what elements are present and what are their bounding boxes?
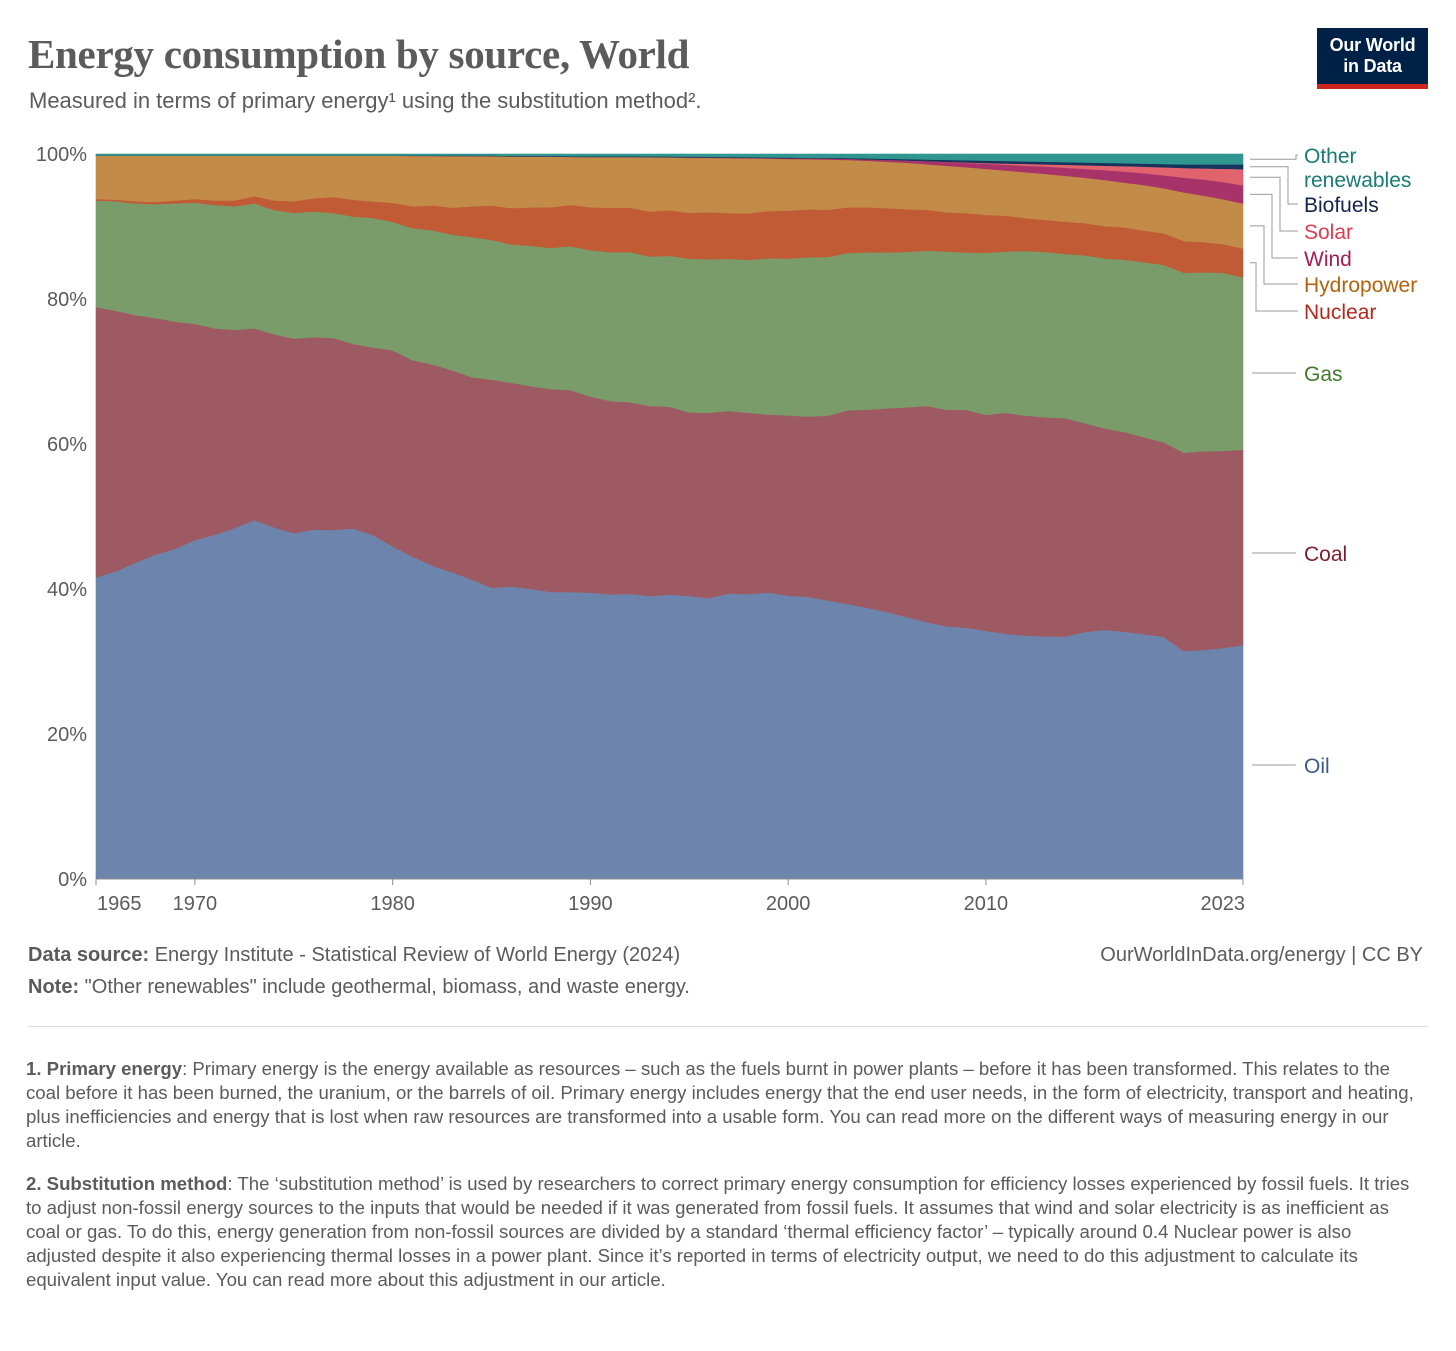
y-tick-label-80: 80%	[47, 289, 87, 311]
series-label-biofuels: Biofuels	[1304, 194, 1379, 217]
y-tick-label-40: 40%	[47, 579, 87, 601]
x-tick-label-2000: 2000	[766, 893, 811, 915]
logo-line-1: Our World	[1329, 35, 1416, 55]
x-tick-label-1970: 1970	[173, 893, 218, 915]
y-tick-label-60: 60%	[47, 434, 87, 456]
footnote-primary-energy: 1. Primary energy: Primary energy is the…	[26, 1057, 1421, 1153]
logo-line-2: in Data	[1343, 56, 1402, 76]
series-label-wind: Wind	[1304, 248, 1352, 271]
footnote-2-label: 2. Substitution method	[26, 1173, 228, 1194]
leader-line-nuclear	[1250, 262, 1298, 312]
series-label-other-renewables: Other renewables	[1304, 145, 1411, 192]
series-label-gas: Gas	[1304, 363, 1343, 386]
y-tick-label-20: 20%	[47, 724, 87, 746]
note-label: Note:	[28, 976, 80, 998]
leader-line-biofuels	[1250, 166, 1298, 205]
series-label-coal: Coal	[1304, 543, 1347, 566]
credit-link[interactable]: OurWorldInData.org/energy | CC BY	[1100, 944, 1423, 966]
x-tick-label-1965: 1965	[97, 893, 142, 915]
area-series	[95, 153, 1244, 880]
footnote-2-text: : The ‘substitution method’ is used by r…	[26, 1173, 1410, 1290]
chart-note: Note: "Other renewables" include geother…	[28, 976, 690, 999]
data-source-label: Data source:	[28, 944, 150, 966]
series-label-oil: Oil	[1304, 755, 1330, 778]
x-tick-label-1990: 1990	[568, 893, 613, 915]
leader-line-wind	[1250, 193, 1298, 259]
x-tick-label-1980: 1980	[370, 893, 415, 915]
footnote-substitution-method: 2. Substitution method: The ‘substitutio…	[26, 1172, 1421, 1292]
footnote-1-text: : Primary energy is the energy available…	[26, 1058, 1414, 1151]
x-tick-label-2023: 2023	[1201, 893, 1246, 915]
divider	[28, 1026, 1428, 1027]
note-text: "Other renewables" include geothermal, b…	[84, 976, 690, 998]
series-label-solar: Solar	[1304, 221, 1353, 244]
area-other-renewables[interactable]	[95, 153, 1244, 165]
series-labels: Oil Coal Gas Nuclear Hydropower Wind Solar Biof…	[1250, 145, 1417, 778]
series-label-hydropower: Hydropower	[1304, 274, 1417, 297]
y-tick-label-100: 100%	[36, 144, 87, 166]
data-source: Data source: Energy Institute - Statisti…	[28, 944, 680, 967]
x-axis: 1965 1970 1980 1990 2000 2010 2023	[95, 878, 1246, 915]
x-tick-label-2010: 2010	[964, 893, 1009, 915]
chart-title: Energy consumption by source, World	[28, 31, 690, 77]
leader-line-hydropower	[1250, 225, 1298, 285]
data-source-text[interactable]: Energy Institute - Statistical Review of…	[154, 944, 681, 966]
owid-logo[interactable]: Our World in Data	[1317, 28, 1428, 89]
series-label-line-1: Other	[1304, 145, 1357, 168]
leader-line-solar	[1250, 176, 1298, 232]
series-label-line-2: renewables	[1304, 169, 1411, 192]
y-tick-label-0: 0%	[58, 869, 87, 891]
series-label-nuclear: Nuclear	[1304, 301, 1376, 324]
leader-line-other-renewables	[1250, 154, 1298, 160]
chart-subtitle: Measured in terms of primary energy¹ usi…	[29, 88, 702, 113]
footnote-1-label: 1. Primary energy	[26, 1058, 183, 1079]
stacked-area-chart: 0% 20% 40% 60% 80% 100% 1965 1970 1980 1990 2000 2…	[36, 144, 1417, 915]
y-axis: 0% 20% 40% 60% 80% 100%	[36, 144, 87, 891]
